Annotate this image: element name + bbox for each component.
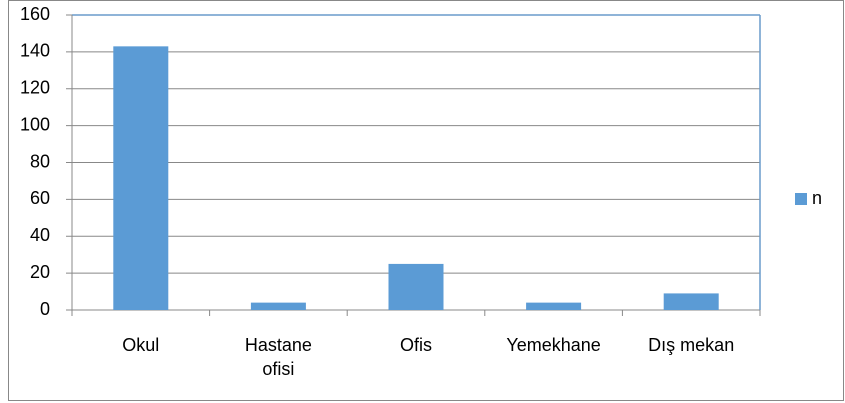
chart-border [8, 0, 844, 401]
y-tick-label: 60 [30, 188, 50, 208]
x-tick-label: Dış mekan [648, 335, 735, 355]
bar [663, 293, 719, 310]
y-tick-label: 120 [20, 78, 50, 98]
y-tick-label: 100 [20, 114, 50, 134]
x-tick-label: Yemekhane [506, 335, 601, 355]
y-tick-label: 40 [30, 225, 50, 245]
y-tick-label: 80 [30, 151, 50, 171]
x-tick-label: Hastane ofisi [244, 335, 312, 379]
y-tick-label: 20 [30, 262, 50, 282]
y-tick-label: 140 [20, 41, 50, 61]
bar [113, 46, 169, 310]
x-tick-label: Ofis [399, 335, 432, 355]
bar [250, 302, 306, 310]
x-tick-label: Okul [122, 335, 160, 355]
y-tick-label: 160 [20, 4, 50, 24]
legend-label: n [812, 188, 822, 208]
y-tick-label: 0 [40, 299, 50, 319]
bar [526, 302, 582, 310]
legend-swatch [795, 193, 807, 205]
bar [388, 263, 444, 310]
